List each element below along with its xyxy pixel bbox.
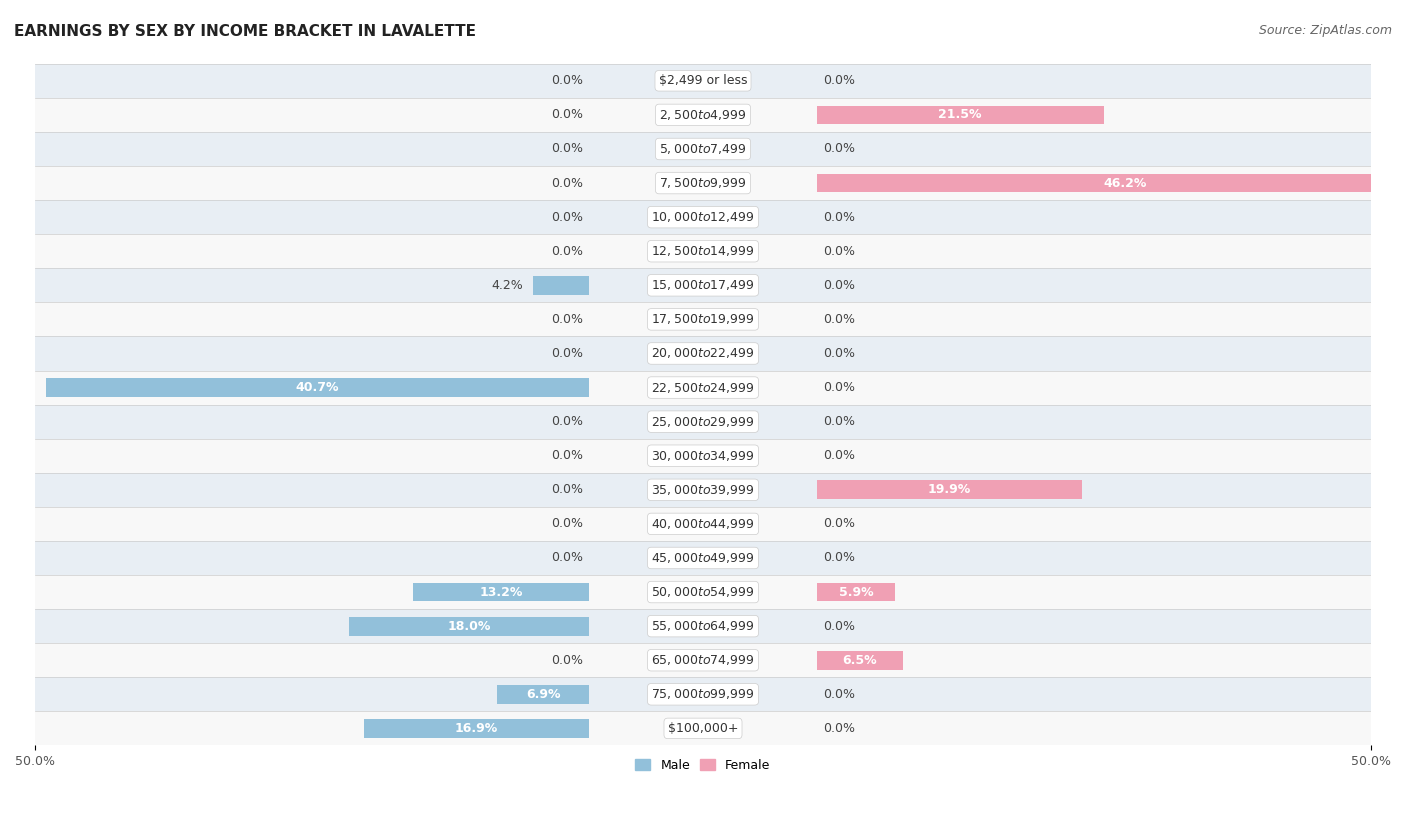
Text: 4.2%: 4.2% [491,279,523,292]
Bar [35,98,1371,132]
Bar [35,439,1371,473]
Text: $22,500 to $24,999: $22,500 to $24,999 [651,380,755,394]
Text: $45,000 to $49,999: $45,000 to $49,999 [651,551,755,565]
Text: 13.2%: 13.2% [479,585,523,598]
Text: 0.0%: 0.0% [824,620,855,633]
Text: 5.9%: 5.9% [838,585,873,598]
Text: 0.0%: 0.0% [824,313,855,326]
Text: 0.0%: 0.0% [551,415,582,428]
Text: 0.0%: 0.0% [824,688,855,701]
Text: 0.0%: 0.0% [551,517,582,530]
Bar [413,583,589,602]
Bar [35,677,1371,711]
Bar [35,541,1371,575]
Text: $40,000 to $44,999: $40,000 to $44,999 [651,517,755,531]
Text: 0.0%: 0.0% [551,483,582,496]
Bar [35,643,1371,677]
Text: $75,000 to $99,999: $75,000 to $99,999 [651,687,755,702]
Bar [35,166,1371,200]
Text: 0.0%: 0.0% [551,654,582,667]
Text: 40.7%: 40.7% [295,381,339,394]
Text: $5,000 to $7,499: $5,000 to $7,499 [659,142,747,156]
Text: 0.0%: 0.0% [824,245,855,258]
Text: $30,000 to $34,999: $30,000 to $34,999 [651,449,755,463]
Bar [35,200,1371,234]
Text: Source: ZipAtlas.com: Source: ZipAtlas.com [1258,24,1392,37]
Text: 0.0%: 0.0% [824,551,855,564]
Text: $100,000+: $100,000+ [668,722,738,735]
Text: EARNINGS BY SEX BY INCOME BRACKET IN LAVALETTE: EARNINGS BY SEX BY INCOME BRACKET IN LAV… [14,24,477,39]
Bar [817,651,904,670]
Text: 0.0%: 0.0% [551,450,582,463]
Text: 0.0%: 0.0% [551,347,582,360]
Legend: Male, Female: Male, Female [630,754,776,776]
Text: $35,000 to $39,999: $35,000 to $39,999 [651,483,755,497]
Bar [817,106,1104,124]
Text: $65,000 to $74,999: $65,000 to $74,999 [651,653,755,667]
Text: $15,000 to $17,499: $15,000 to $17,499 [651,278,755,293]
Text: 0.0%: 0.0% [824,415,855,428]
Bar [35,132,1371,166]
Text: 0.0%: 0.0% [824,722,855,735]
Text: 0.0%: 0.0% [551,313,582,326]
Text: 0.0%: 0.0% [824,517,855,530]
Text: 0.0%: 0.0% [824,347,855,360]
Text: 46.2%: 46.2% [1104,176,1147,189]
Bar [817,174,1406,193]
Text: 0.0%: 0.0% [551,211,582,224]
Text: 0.0%: 0.0% [824,279,855,292]
Bar [817,480,1083,499]
Text: $25,000 to $29,999: $25,000 to $29,999 [651,415,755,428]
Text: $17,500 to $19,999: $17,500 to $19,999 [651,312,755,326]
Text: $12,500 to $14,999: $12,500 to $14,999 [651,244,755,259]
Text: $55,000 to $64,999: $55,000 to $64,999 [651,620,755,633]
Text: 21.5%: 21.5% [938,108,981,121]
Text: $10,000 to $12,499: $10,000 to $12,499 [651,210,755,224]
Bar [35,506,1371,541]
Bar [533,276,589,294]
Text: 6.5%: 6.5% [842,654,877,667]
Bar [35,609,1371,643]
Text: 0.0%: 0.0% [551,551,582,564]
Text: 0.0%: 0.0% [824,381,855,394]
Bar [35,234,1371,268]
Bar [35,63,1371,98]
Text: 0.0%: 0.0% [824,74,855,87]
Bar [35,337,1371,371]
Text: $20,000 to $22,499: $20,000 to $22,499 [651,346,755,360]
Text: 16.9%: 16.9% [456,722,498,735]
Bar [35,711,1371,746]
Text: $50,000 to $54,999: $50,000 to $54,999 [651,585,755,599]
Bar [35,302,1371,337]
Bar [35,473,1371,506]
Text: 0.0%: 0.0% [824,211,855,224]
Bar [35,371,1371,405]
Text: $2,499 or less: $2,499 or less [659,74,747,87]
Text: 0.0%: 0.0% [551,108,582,121]
Bar [45,378,589,397]
Text: 19.9%: 19.9% [928,483,972,496]
Text: 0.0%: 0.0% [824,142,855,155]
Text: 6.9%: 6.9% [526,688,561,701]
Text: 0.0%: 0.0% [551,74,582,87]
Bar [817,583,896,602]
Text: 0.0%: 0.0% [551,245,582,258]
Bar [364,719,589,737]
Text: $7,500 to $9,999: $7,500 to $9,999 [659,176,747,190]
Text: $2,500 to $4,999: $2,500 to $4,999 [659,108,747,122]
Bar [35,575,1371,609]
Bar [349,617,589,636]
Text: 0.0%: 0.0% [824,450,855,463]
Text: 0.0%: 0.0% [551,176,582,189]
Bar [35,268,1371,302]
Bar [35,405,1371,439]
Text: 18.0%: 18.0% [447,620,491,633]
Bar [498,685,589,704]
Text: 0.0%: 0.0% [551,142,582,155]
